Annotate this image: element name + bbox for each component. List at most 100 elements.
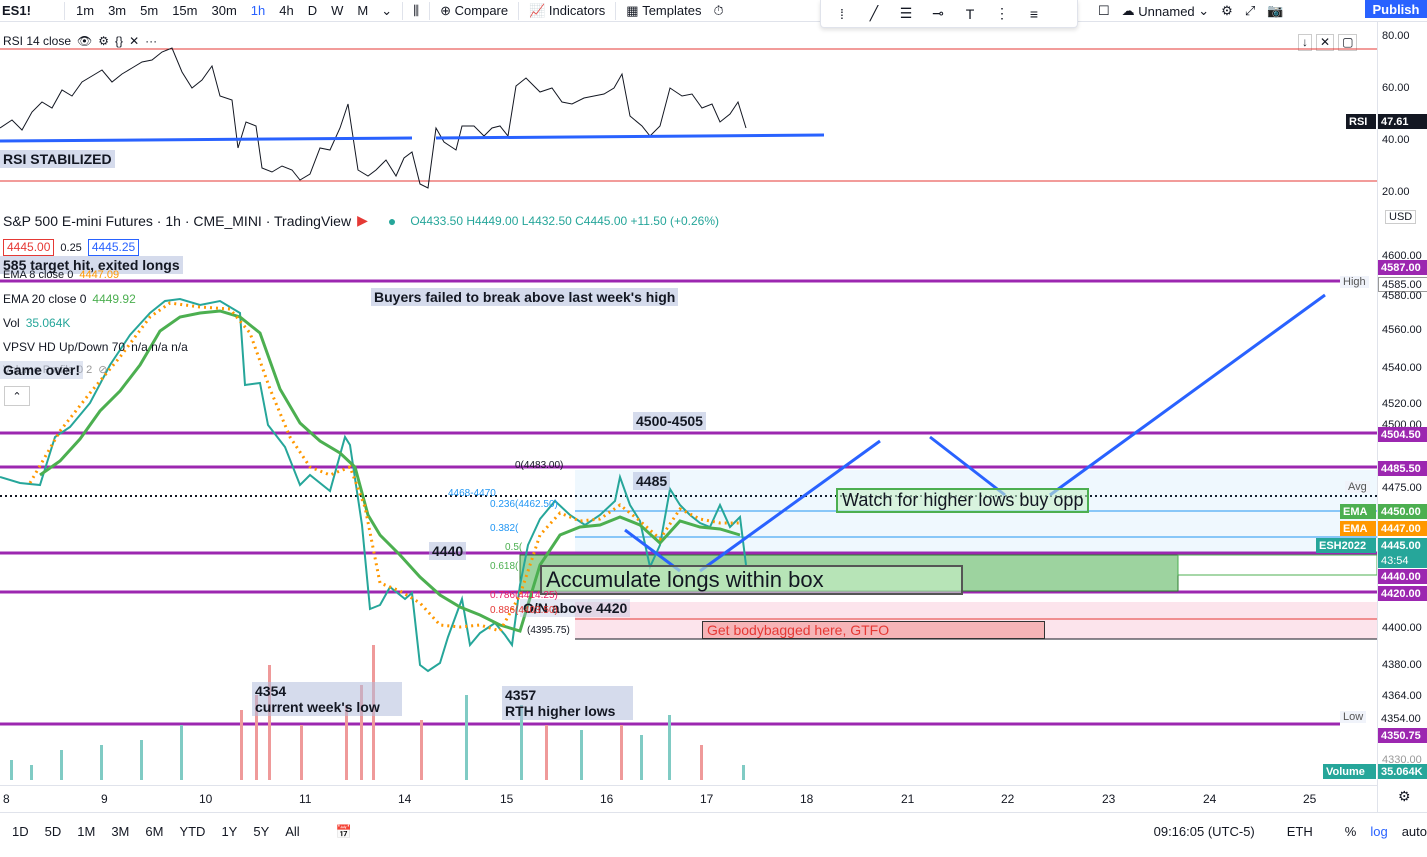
fib-icon[interactable]: ≡	[1029, 5, 1039, 22]
layout-name[interactable]: ☁ Unnamed ⌄	[1116, 0, 1216, 22]
time-label: 11	[299, 792, 312, 806]
gear-icon[interactable]: ⚙	[1221, 3, 1233, 18]
ema20-legend: EMA 20 close 0 4449.92	[3, 292, 136, 306]
rsi-value-tag: 47.61	[1378, 114, 1427, 129]
fib-label-05: 0.5(	[505, 542, 523, 553]
tf-4h[interactable]: 4h	[279, 3, 294, 18]
volume-tag-label: Volume	[1323, 764, 1376, 779]
sell-price[interactable]: 4445.00	[3, 239, 55, 256]
main-pane[interactable]: S&P 500 E-mini Futures · 1h · CME_MINI ·…	[0, 205, 1417, 785]
close-icon[interactable]: ✕	[129, 34, 140, 48]
chevron-down-icon: ⌄	[1194, 3, 1210, 18]
chevron-down-icon[interactable]: ⌄	[381, 2, 393, 18]
tf-m[interactable]: M	[357, 3, 369, 18]
low-label: Low	[1340, 711, 1367, 723]
goto-date-icon[interactable]: 📅	[335, 823, 352, 839]
clock[interactable]: 09:16:05 (UTC-5)	[1153, 824, 1255, 839]
drag-handle-icon[interactable]: ⁞	[840, 5, 844, 22]
eye-off-icon[interactable]: ⊘	[98, 364, 108, 376]
rsi-canvas	[0, 47, 1377, 189]
time-axis[interactable]: 8 9 10 11 14 15 16 17 18 21 22 23 24 25	[0, 785, 1377, 810]
time-label: 22	[1001, 792, 1015, 806]
tag-4420: 4420.00	[1378, 586, 1427, 601]
range-5d[interactable]: 5D	[44, 824, 62, 839]
gear-icon[interactable]: ⚙	[1398, 788, 1411, 804]
symbol-search[interactable]: ES1!	[2, 3, 31, 18]
range-1d[interactable]: 1D	[12, 824, 29, 839]
publish-button[interactable]: Publish	[1365, 0, 1427, 18]
compare-button[interactable]: ⊕ Compare	[434, 0, 514, 22]
camera-icon[interactable]: 📷	[1267, 3, 1284, 18]
session-toggle[interactable]: ETH	[1286, 824, 1313, 839]
gear-icon[interactable]: ⚙	[98, 34, 110, 48]
extra-legend: Volume Profile 0 2 ⊘	[3, 363, 108, 377]
trendline-icon[interactable]: ╱	[869, 5, 879, 21]
tf-d[interactable]: D	[307, 3, 318, 18]
bottom-right: 09:16:05 (UTC-5) ETH % log auto	[1154, 824, 1427, 839]
tf-w[interactable]: W	[331, 3, 344, 18]
tf-1h[interactable]: 1h	[250, 3, 266, 18]
log-toggle[interactable]: log	[1370, 824, 1388, 839]
volume-bars	[10, 645, 745, 780]
maximize-icon[interactable]: ▢	[1338, 34, 1358, 51]
countdown-tag: 43:54	[1378, 553, 1427, 568]
rsi-pane[interactable]: RSI 14 close 👁 ⚙ {} ✕ ··· ↓ ✕ ▢ RSI STAB…	[0, 30, 1377, 202]
pitchfork-icon[interactable]: ⋮	[995, 5, 1009, 21]
main-legend: S&P 500 E-mini Futures · 1h · CME_MINI ·…	[3, 212, 719, 229]
proj-down-1	[624, 528, 681, 573]
note-4357-sub: RTH higher lows	[505, 703, 616, 719]
price-axis-4540: 4540.00	[1382, 362, 1422, 374]
horizontal-lines-icon[interactable]: ☰	[899, 5, 913, 21]
more-icon[interactable]: ···	[145, 34, 158, 48]
tag-4447: 4447.00	[1378, 521, 1427, 536]
flag-icon[interactable]: ▶	[357, 212, 368, 228]
tag-4585: 4585.00	[1378, 277, 1427, 292]
accumulate-box-ext	[1177, 554, 1377, 576]
ema8-legend: EMA 8 close 0 4447.09	[3, 269, 119, 281]
range-1y[interactable]: 1Y	[221, 824, 238, 839]
layout-icon[interactable]: ☐	[1098, 3, 1110, 18]
tag-4440: 4440.00	[1378, 569, 1427, 584]
note-4354-value: 4354	[255, 683, 287, 699]
collapse-legend-button[interactable]: ⌃	[4, 386, 30, 406]
buy-price[interactable]: 4445.25	[87, 239, 140, 256]
templates-button[interactable]: ▦ Templates	[620, 0, 707, 22]
indicators-label: Indicators	[548, 3, 606, 18]
tf-5m[interactable]: 5m	[140, 3, 159, 18]
percent-toggle[interactable]: %	[1344, 824, 1357, 839]
time-label: 14	[398, 792, 412, 806]
range-1m[interactable]: 1M	[77, 824, 96, 839]
tf-1m[interactable]: 1m	[76, 3, 95, 18]
range-ytd[interactable]: YTD	[179, 824, 206, 839]
divider	[615, 1, 617, 20]
fullscreen-icon[interactable]: ⤢	[1244, 3, 1256, 18]
candles-icon[interactable]: ⫼	[413, 2, 420, 18]
eye-icon[interactable]: 👁	[77, 34, 93, 48]
text-icon[interactable]: T	[965, 5, 975, 22]
ohlc-values: O4433.50 H4449.00 L4432.50 C4445.00 +11.…	[410, 213, 720, 228]
note-accumulate: Accumulate longs within box	[540, 565, 963, 595]
time-label: 17	[700, 792, 714, 806]
range-all[interactable]: All	[285, 824, 300, 839]
braces-icon[interactable]: {}	[115, 34, 124, 48]
close-icon[interactable]: ✕	[1316, 34, 1335, 51]
range-3m[interactable]: 3M	[111, 824, 130, 839]
tf-30m[interactable]: 30m	[211, 3, 237, 18]
tf-15m[interactable]: 15m	[172, 3, 198, 18]
range-6m[interactable]: 6M	[145, 824, 164, 839]
tf-3m[interactable]: 3m	[108, 3, 127, 18]
tag-4504: 4504.50	[1378, 427, 1427, 442]
time-label: 8	[3, 792, 10, 806]
arrow-down-icon[interactable]: ↓	[1298, 34, 1312, 51]
currency-select[interactable]: USD	[1385, 210, 1417, 224]
fib-label-0: 0(4483.00)	[515, 460, 564, 471]
indicators-button[interactable]: 📈 Indicators	[523, 0, 611, 22]
alert-icon[interactable]: ⏱	[713, 2, 724, 18]
horizontal-ray-icon[interactable]: ⊸	[932, 5, 944, 21]
market-status-icon: ●	[387, 212, 397, 229]
range-5y[interactable]: 5Y	[253, 824, 270, 839]
price-axis[interactable]: 80.00 60.00 RSI 47.61 40.00 20.00 4600.0…	[1316, 22, 1427, 812]
fib-label-0236: 0.236(4462.50)	[490, 499, 558, 510]
auto-toggle[interactable]: auto	[1401, 824, 1427, 839]
